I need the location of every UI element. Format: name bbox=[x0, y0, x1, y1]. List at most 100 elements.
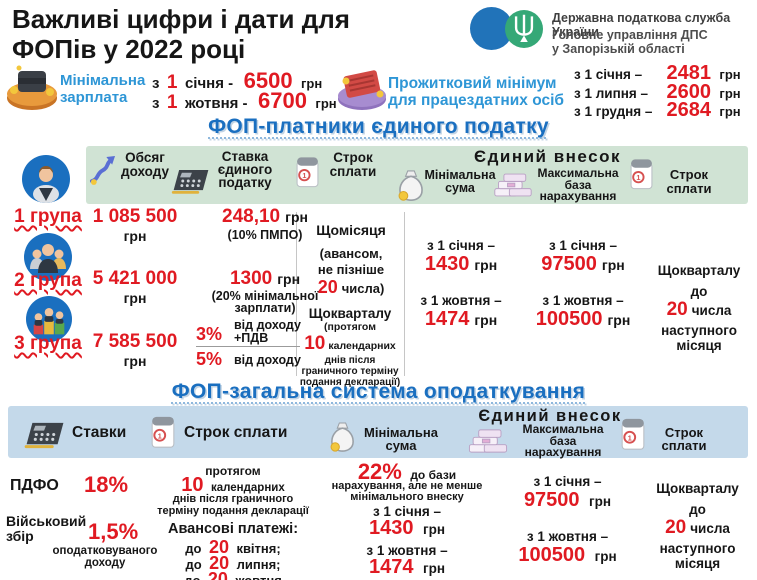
group2-income-unit: грн bbox=[123, 290, 147, 306]
military-value: 1,5% bbox=[88, 519, 139, 544]
advance-row-2: до 20 липня; bbox=[168, 553, 298, 574]
subsistence-2-unit: грн bbox=[719, 86, 741, 101]
gen-esv-payterm-b: до bbox=[689, 502, 706, 517]
income-growth-icon bbox=[89, 156, 116, 185]
minwage-row-1: з 1 січня - 6500 грн bbox=[152, 68, 322, 94]
gen-esv-payterm-c: 20 числа bbox=[645, 517, 750, 539]
esv-payterm-c-text: числа bbox=[691, 303, 732, 318]
col-income-header: Обсяг доходу bbox=[114, 151, 176, 179]
esv-max-row-1: з 1 січня – 97500 грн bbox=[518, 238, 648, 276]
monthly-line-b: не пізніше bbox=[317, 262, 385, 277]
gen-esv-term-line2: сплати bbox=[661, 438, 707, 453]
gen-term-within-days: 10 календарних bbox=[158, 474, 308, 497]
gen-term-days-text: календарних bbox=[210, 482, 285, 494]
svg-text:1: 1 bbox=[158, 432, 162, 441]
gen-esv-term-header: Строк сплати bbox=[652, 426, 716, 452]
esv-min-2-value: 1474 bbox=[424, 308, 470, 330]
gen-esv-payterm-d: наступного bbox=[659, 541, 736, 556]
abacus-icon bbox=[338, 70, 386, 110]
subsistence-label-line1: Прожитковий мінімум bbox=[388, 75, 557, 92]
gen-esv-min-line1: Мінімальна bbox=[364, 425, 438, 440]
subsistence-3-value: 2684 bbox=[666, 99, 711, 121]
group2-rate-note1: (20% мінімальної bbox=[211, 289, 319, 303]
gen-esv-max-header: Максимальна база нарахування bbox=[513, 422, 613, 459]
col-rate-line3: податку bbox=[218, 175, 272, 190]
gen-term-days-num: 10 bbox=[181, 474, 204, 496]
esv-payterm-block: Щокварталу до 20 числа наступного місяця bbox=[650, 263, 748, 353]
gen-esv-max-1-unit: грн bbox=[589, 494, 612, 509]
gen-term-within-line2: днів після граничного bbox=[172, 493, 294, 505]
group1-label: 1 група bbox=[14, 206, 82, 227]
military-note-line2: доходу bbox=[84, 557, 126, 569]
subsistence-3-unit: грн bbox=[719, 104, 741, 119]
minwage-label-line1: Мінімальна bbox=[60, 72, 146, 89]
gen-esv-max-line1: Максимальна bbox=[522, 422, 604, 436]
esv-min-header: Мінімальна сума bbox=[423, 169, 497, 195]
advance-1-pre: до bbox=[185, 541, 202, 556]
svg-text:1: 1 bbox=[628, 434, 632, 443]
col-term-line2: сплати bbox=[329, 164, 377, 179]
gen-esv-max-line3: нарахування bbox=[524, 445, 602, 459]
gen-esv-max-line2: база bbox=[549, 433, 577, 448]
gen-esv-payterm-a: Щокварталу bbox=[656, 481, 739, 496]
group3-label: 3 група bbox=[14, 333, 82, 354]
group2-label: 2 група bbox=[14, 270, 82, 291]
subsistence-2-value: 2600 bbox=[666, 81, 711, 103]
advance-3-month: жовтня bbox=[235, 573, 281, 580]
trident-icon bbox=[514, 14, 534, 42]
column-divider bbox=[296, 212, 297, 376]
single-tax-title: ФОП-платники єдиного податку bbox=[208, 115, 549, 138]
esv-min-2-unit: грн bbox=[474, 312, 498, 328]
advance-3-day: 20 bbox=[207, 569, 228, 580]
group3-income: 7 585 500 грн bbox=[76, 331, 194, 369]
minwage-2-unit: грн bbox=[315, 96, 337, 111]
gen-esv-payterm-block: Щокварталу до 20 числа наступного місяця bbox=[645, 481, 750, 571]
calendar-icon: 1 bbox=[296, 157, 319, 188]
gen-esv-payterm-day: 20 bbox=[665, 517, 687, 538]
esv-min-row-1: з 1 січня – 1430 грн bbox=[404, 238, 518, 276]
group1-rate: 248,10 грн (10% ПМПО) bbox=[194, 206, 336, 242]
quarterly-line-a: (протягом bbox=[324, 321, 376, 333]
group3-rate1-text2: +ПДВ bbox=[234, 331, 269, 345]
advance-2-pre: до bbox=[185, 557, 202, 572]
military-note-line1: оподатковуваного bbox=[52, 545, 158, 557]
military-label-line1: Військовий bbox=[6, 513, 87, 529]
group1-income: 1 085 500 грн bbox=[76, 206, 194, 244]
monthly-line-c: 20 числа) bbox=[300, 277, 402, 298]
gen-esv-note3: мінімального внеску bbox=[350, 491, 464, 503]
col-income-line1: Обсяг bbox=[125, 150, 165, 165]
quarterly-line-d: граничного терміну bbox=[301, 366, 399, 377]
group2-income-value: 5 421 000 bbox=[92, 268, 178, 289]
esv-min-line1: Мінімальна bbox=[424, 168, 496, 182]
gen-esv-max-2-value-line: 100500 грн bbox=[500, 544, 635, 567]
advance-2-month: липня; bbox=[236, 557, 281, 572]
pdfo-label: ПДФО bbox=[10, 477, 59, 494]
monthly-day: 20 bbox=[317, 277, 338, 297]
gen-esv-min-header: Мінімальна сума bbox=[358, 426, 444, 452]
col-term-header: Строк сплати bbox=[322, 151, 384, 179]
logo-org-line3: у Запорізькій області bbox=[552, 42, 685, 56]
col-rate-line1: Ставка bbox=[221, 149, 269, 164]
quarterly-days: 10 bbox=[304, 333, 326, 354]
gen-esv-header: Єдиний внесок bbox=[478, 407, 622, 425]
logo-circle-green bbox=[505, 10, 543, 48]
subsistence-row-3: з 1 грудня – 2684 грн bbox=[574, 99, 741, 122]
monthly-line-a: (авансом, bbox=[319, 246, 383, 261]
group3-rate1-text1: від доходу bbox=[234, 318, 301, 332]
quarterly-line-e: подання декларації) bbox=[299, 377, 401, 388]
gen-esv-pct: 22% bbox=[357, 459, 402, 484]
col-rate-header: Ставка єдиного податку bbox=[203, 149, 287, 190]
esv-max-2-value: 100500 bbox=[535, 308, 603, 330]
esv-payterm-a: Щокварталу bbox=[657, 263, 741, 278]
esv-max-row-2: з 1 жовтня – 100500 грн bbox=[518, 293, 648, 331]
minwage-2-pre: з bbox=[152, 95, 160, 112]
calculator-icon bbox=[171, 170, 209, 194]
monthly-line-c-text: числа) bbox=[341, 281, 385, 296]
group2-rate-unit: грн bbox=[277, 271, 301, 287]
advance-row-1: до 20 квітня; bbox=[168, 537, 298, 558]
gen-esv-min-2-value: 1474 bbox=[369, 556, 414, 578]
advance-1-month: квітня; bbox=[236, 541, 281, 556]
advance-2-day: 20 bbox=[209, 553, 230, 573]
calendar-icon: 1 bbox=[621, 418, 645, 450]
